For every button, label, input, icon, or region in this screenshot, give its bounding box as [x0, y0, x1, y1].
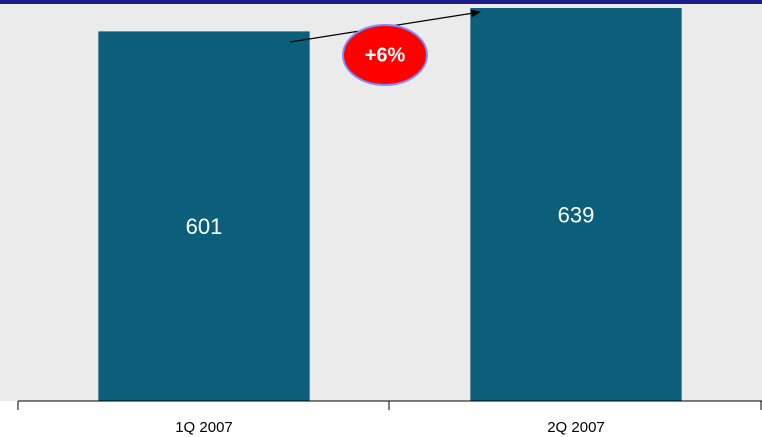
- labels: 1Q 2007 601 2Q 2007 639: [175, 202, 605, 436]
- bar: [98, 31, 310, 402]
- x-tick-label: 2Q 2007: [547, 419, 605, 436]
- value-label: 639: [558, 202, 595, 227]
- growth-badge: [342, 24, 428, 86]
- bars: [98, 8, 682, 402]
- bar: [470, 8, 682, 401]
- value-label: 601: [186, 214, 223, 239]
- top-band: [0, 0, 762, 4]
- growth-label: +6%: [365, 44, 406, 66]
- x-tick-label: 1Q 2007: [175, 419, 233, 436]
